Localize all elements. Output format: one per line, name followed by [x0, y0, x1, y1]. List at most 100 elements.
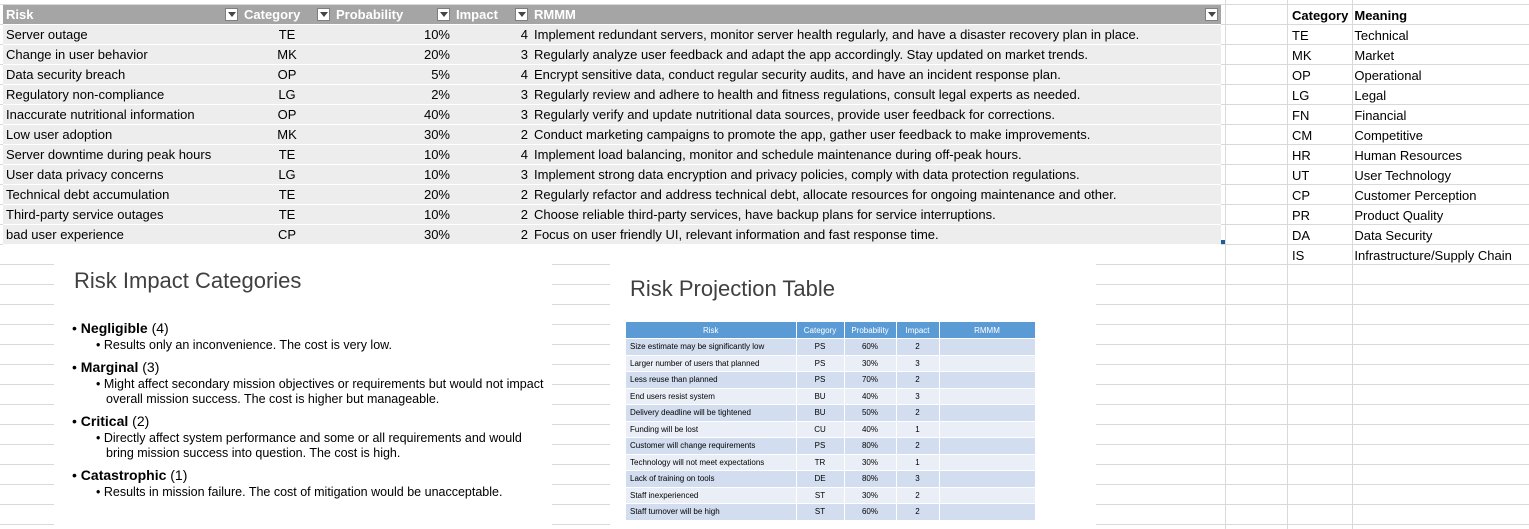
impact-cell[interactable]: 4: [453, 144, 531, 165]
legend-code[interactable]: TE: [1292, 27, 1309, 43]
projection-cell: 1: [896, 420, 940, 438]
legend-code[interactable]: LG: [1292, 87, 1310, 103]
risk-cell[interactable]: User data privacy concerns: [3, 164, 241, 185]
impact-cell[interactable]: 4: [453, 64, 531, 85]
header-probability[interactable]: Probability: [333, 5, 453, 25]
filter-dropdown-icon[interactable]: [437, 8, 450, 21]
impact-level: (4): [151, 320, 169, 336]
filter-dropdown-icon[interactable]: [225, 8, 238, 21]
legend-code[interactable]: CP: [1292, 187, 1311, 203]
filter-dropdown-icon[interactable]: [515, 8, 528, 21]
risk-cell[interactable]: Inaccurate nutritional information: [3, 104, 241, 125]
legend-code[interactable]: CM: [1292, 127, 1313, 143]
risk-cell[interactable]: Server outage: [3, 24, 241, 45]
probability-cell[interactable]: 20%: [333, 184, 453, 205]
probability-cell[interactable]: 40%: [333, 104, 453, 125]
category-cell[interactable]: MK: [241, 44, 333, 65]
header-impact[interactable]: Impact: [453, 5, 531, 25]
category-cell[interactable]: OP: [241, 64, 333, 85]
impact-cell[interactable]: 3: [453, 164, 531, 185]
legend-meaning[interactable]: User Technology: [1354, 167, 1451, 183]
legend-meaning[interactable]: Data Security: [1354, 227, 1433, 243]
legend-meaning[interactable]: Infrastructure/Supply Chain: [1354, 247, 1512, 263]
legend-code[interactable]: DA: [1292, 227, 1311, 243]
category-cell[interactable]: TE: [241, 204, 333, 225]
impact-cell[interactable]: 3: [453, 44, 531, 65]
legend-meaning[interactable]: Market: [1354, 47, 1395, 63]
legend-code[interactable]: OP: [1292, 67, 1311, 83]
risk-cell[interactable]: Change in user behavior: [3, 44, 241, 65]
legend-meaning[interactable]: Product Quality: [1354, 207, 1444, 223]
impact-cell[interactable]: 2: [453, 224, 531, 245]
rmmm-cell[interactable]: Focus on user friendly UI, relevant info…: [531, 224, 1221, 245]
probability-cell[interactable]: 30%: [333, 224, 453, 245]
projection-cell: PS: [796, 338, 845, 355]
risk-cell[interactable]: Server downtime during peak hours: [3, 144, 241, 165]
impact-cell[interactable]: 3: [453, 104, 531, 125]
table-row: Server downtime during peak hours TE 10% 4 I…: [3, 144, 1221, 165]
category-cell[interactable]: TE: [241, 184, 333, 205]
impact-categories-image[interactable]: Risk Impact Categories • Negligible (4) •…: [54, 264, 552, 529]
filter-dropdown-icon[interactable]: [1205, 8, 1218, 21]
rmmm-cell[interactable]: Encrypt sensitive data, conduct regular …: [531, 64, 1221, 85]
legend-meaning[interactable]: Legal: [1354, 87, 1387, 103]
rmmm-cell[interactable]: Regularly refactor and address technical…: [531, 184, 1221, 205]
probability-cell[interactable]: 2%: [333, 84, 453, 105]
legend-meaning[interactable]: Financial: [1354, 107, 1407, 123]
legend-header-meaning[interactable]: Meaning: [1354, 7, 1408, 23]
probability-cell[interactable]: 10%: [333, 24, 453, 45]
probability-cell[interactable]: 10%: [333, 204, 453, 225]
probability-cell[interactable]: 5%: [333, 64, 453, 85]
category-cell[interactable]: TE: [241, 144, 333, 165]
legend-meaning[interactable]: Technical: [1354, 27, 1409, 43]
probability-cell[interactable]: 30%: [333, 124, 453, 145]
category-cell[interactable]: TE: [241, 24, 333, 45]
legend-code[interactable]: FN: [1292, 107, 1310, 123]
probability-cell[interactable]: 20%: [333, 44, 453, 65]
legend-meaning[interactable]: Customer Perception: [1354, 187, 1477, 203]
legend-code[interactable]: HR: [1292, 147, 1311, 163]
rmmm-cell[interactable]: Regularly verify and update nutritional …: [531, 104, 1221, 125]
rmmm-cell[interactable]: Regularly analyze user feedback and adap…: [531, 44, 1221, 65]
risk-cell[interactable]: bad user experience: [3, 224, 241, 245]
impact-cell[interactable]: 2: [453, 184, 531, 205]
risk-cell[interactable]: Third-party service outages: [3, 204, 241, 225]
risk-cell[interactable]: Regulatory non-compliance: [3, 84, 241, 105]
risk-cell[interactable]: Data security breach: [3, 64, 241, 85]
header-category[interactable]: Category: [241, 5, 333, 25]
impact-cell[interactable]: 2: [453, 204, 531, 225]
legend-code[interactable]: MK: [1292, 47, 1312, 63]
probability-cell[interactable]: 10%: [333, 144, 453, 165]
category-cell[interactable]: LG: [241, 84, 333, 105]
risk-cell[interactable]: Low user adoption: [3, 124, 241, 145]
header-risk[interactable]: Risk: [3, 5, 241, 25]
category-cell[interactable]: LG: [241, 164, 333, 185]
impact-cell[interactable]: 2: [453, 124, 531, 145]
probability-cell[interactable]: 10%: [333, 164, 453, 185]
risk-cell[interactable]: Technical debt accumulation: [3, 184, 241, 205]
legend-code[interactable]: UT: [1292, 167, 1310, 183]
legend-code[interactable]: IS: [1292, 247, 1305, 263]
legend-meaning[interactable]: Human Resources: [1354, 147, 1463, 163]
filter-dropdown-icon[interactable]: [317, 8, 330, 21]
legend-header-category[interactable]: Category: [1292, 7, 1349, 23]
impact-cell[interactable]: 4: [453, 24, 531, 45]
selection-fill-handle[interactable]: [1221, 240, 1225, 244]
legend-meaning[interactable]: Competitive: [1354, 127, 1423, 143]
projection-cell: 50%: [844, 404, 897, 421]
header-rmmm[interactable]: RMMM: [531, 5, 1221, 25]
rmmm-cell[interactable]: Conduct marketing campaigns to promote t…: [531, 124, 1221, 145]
projection-cell: 2: [896, 371, 940, 388]
category-cell[interactable]: OP: [241, 104, 333, 125]
rmmm-cell[interactable]: Implement load balancing, monitor and sc…: [531, 144, 1221, 165]
impact-cell[interactable]: 3: [453, 84, 531, 105]
category-cell[interactable]: CP: [241, 224, 333, 245]
rmmm-cell[interactable]: Choose reliable third-party services, ha…: [531, 204, 1221, 225]
legend-code[interactable]: PR: [1292, 207, 1311, 223]
category-cell[interactable]: MK: [241, 124, 333, 145]
legend-meaning[interactable]: Operational: [1354, 67, 1422, 83]
rmmm-cell[interactable]: Implement strong data encryption and pri…: [531, 164, 1221, 185]
rmmm-cell[interactable]: Regularly review and adhere to health an…: [531, 84, 1221, 105]
rmmm-cell[interactable]: Implement redundant servers, monitor ser…: [531, 24, 1221, 45]
risk-projection-image[interactable]: Risk Projection Table Risk Category Probab…: [610, 264, 1096, 529]
